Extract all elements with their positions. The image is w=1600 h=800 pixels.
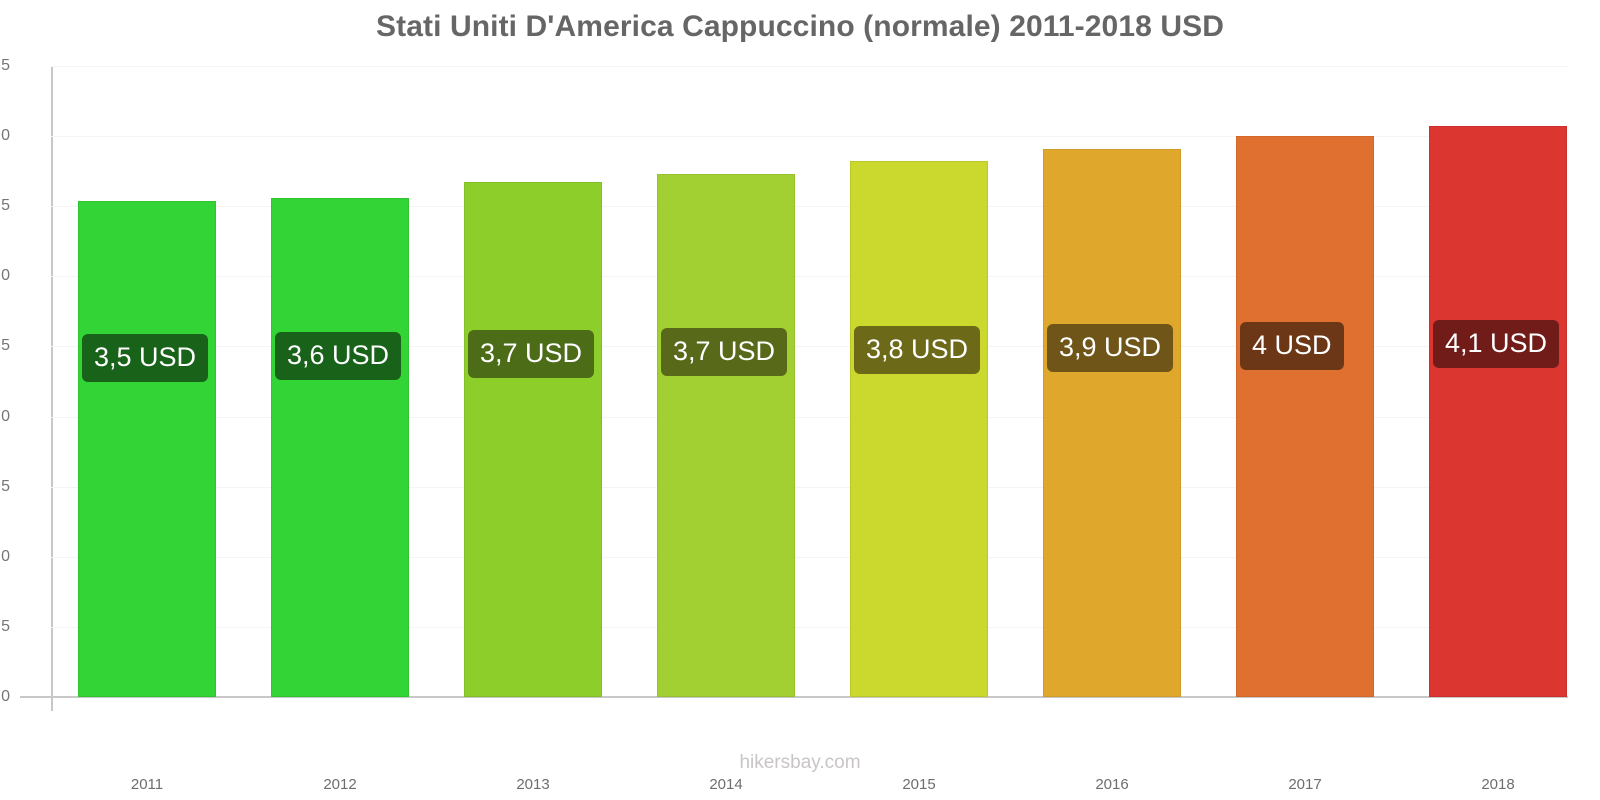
y-axis-line [51, 66, 53, 711]
x-axis-line [20, 696, 1568, 698]
x-axis-tick-label: 2016 [1095, 776, 1129, 793]
gridline [51, 276, 1568, 278]
y-axis-tick-label: 1.0 [0, 547, 10, 565]
x-axis-tick-label: 2018 [1481, 776, 1515, 793]
gridline [51, 66, 1568, 67]
x-axis-tick-label: 2015 [902, 776, 936, 793]
y-axis-tick-label: 4.5 [0, 57, 10, 74]
gridline [51, 136, 1568, 138]
bar[interactable] [78, 200, 216, 697]
y-axis-tick-label: 1.5 [0, 477, 10, 495]
bar[interactable] [850, 161, 988, 697]
bar[interactable] [1236, 136, 1374, 697]
gridline [51, 346, 1568, 348]
x-axis-tick-label: 2013 [516, 776, 550, 793]
bar-value-label: 3,7 USD [468, 330, 595, 379]
bar[interactable] [657, 173, 795, 697]
y-axis-tick-label: 2.5 [0, 337, 10, 355]
bar-value-label: 3,9 USD [1047, 324, 1174, 373]
y-axis-tick-label: 3.5 [0, 197, 10, 215]
bar-value-label: 4,1 USD [1433, 320, 1560, 369]
plot-area: 4.5 4.0 3.5 3.0 2.5 2.0 1.5 1.0 0.5 0 3,5 USD 2011 3… [0, 57, 1568, 793]
bar-value-label: 3,8 USD [854, 326, 981, 375]
y-axis-tick-label: 0 [1, 688, 10, 705]
y-axis-tick-label: 0.5 [0, 617, 10, 635]
x-axis-tick-label: 2017 [1288, 776, 1322, 793]
bar-value-label: 4 USD [1240, 322, 1344, 371]
gridline [51, 416, 1568, 418]
x-axis-tick-label: 2012 [323, 776, 357, 793]
bar[interactable] [1429, 126, 1567, 697]
bar[interactable] [271, 197, 409, 697]
bar-value-label: 3,6 USD [275, 332, 402, 381]
footer-credit: hikersbay.com [739, 752, 861, 773]
chart-title: Stati Uniti D'America Cappuccino (normal… [376, 10, 1224, 43]
x-axis-tick-label: 2014 [709, 776, 743, 793]
x-axis-tick-label: 2011 [130, 776, 164, 793]
bar[interactable] [1043, 148, 1181, 697]
gridline [51, 206, 1568, 208]
y-axis-tick-label: 4.0 [0, 127, 10, 145]
gridline [51, 556, 1568, 558]
y-axis-tick-label: 3.0 [0, 267, 10, 285]
gridline [51, 626, 1568, 628]
bar-value-label: 3,7 USD [661, 328, 788, 377]
y-axis-tick-label: 2.0 [0, 407, 10, 425]
gridline [51, 486, 1568, 488]
bar[interactable] [464, 182, 602, 697]
bar-value-label: 3,5 USD [82, 334, 209, 383]
